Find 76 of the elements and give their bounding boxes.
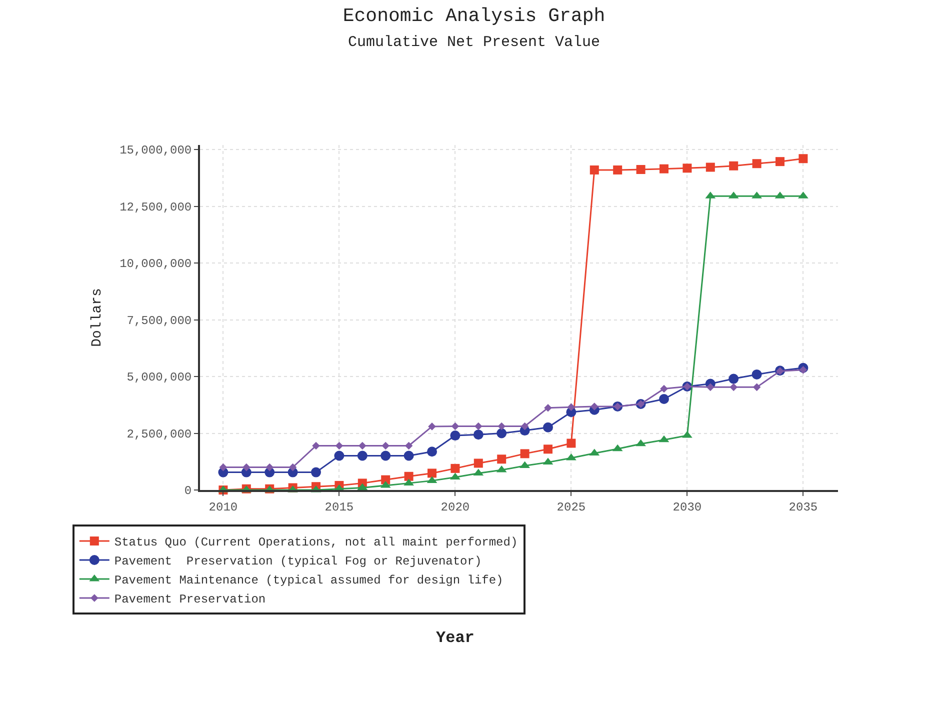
y-tick-label: 10,000,000 — [120, 257, 192, 272]
y-tick-label: 15,000,000 — [120, 144, 192, 158]
point — [450, 472, 460, 480]
point — [335, 442, 344, 450]
point — [799, 366, 808, 374]
point — [520, 422, 529, 430]
point — [520, 449, 530, 458]
x-tick-label: 2010 — [208, 500, 238, 514]
point — [544, 404, 552, 412]
point — [266, 463, 274, 472]
point — [659, 394, 669, 404]
point — [636, 165, 646, 174]
x-tick-label: 2030 — [672, 500, 702, 514]
point — [498, 422, 506, 430]
x-tick-label: 2020 — [440, 500, 470, 514]
x-tick-label: 2025 — [556, 500, 586, 514]
point — [450, 464, 460, 473]
x-tick-label: 2035 — [788, 500, 818, 514]
point — [404, 450, 414, 461]
point — [288, 463, 297, 472]
point — [706, 162, 715, 172]
legend-label: Pavement Maintenance (typical assumed for design life) — [114, 574, 504, 588]
point — [473, 430, 484, 440]
legend-label: Pavement Preservation (typical Fog or Rejuvenator) — [114, 554, 482, 569]
legend-label: Pavement Preservation — [114, 592, 266, 607]
point — [730, 383, 738, 392]
point — [382, 442, 390, 450]
point — [543, 422, 553, 432]
x-tick-label: 2015 — [324, 500, 354, 514]
y-tick-label: 2,500,000 — [126, 427, 192, 442]
point — [380, 450, 391, 461]
point — [729, 161, 738, 170]
point — [776, 157, 784, 166]
point — [752, 383, 761, 392]
chart-subtitle: Cumulative Net Present Value — [348, 34, 600, 51]
point — [660, 384, 668, 393]
point — [567, 403, 576, 412]
point — [312, 442, 320, 450]
point — [752, 369, 762, 380]
point — [427, 446, 437, 457]
point — [590, 165, 599, 174]
y-tick-label: 12,500,000 — [120, 200, 192, 214]
y-tick-label: 7,500,000 — [126, 314, 192, 328]
point — [450, 430, 460, 441]
point — [798, 154, 808, 164]
point — [544, 444, 552, 454]
point — [682, 164, 692, 173]
y-tick-label: 5,000,000 — [126, 370, 192, 385]
chart-title: Economic Analysis Graph — [342, 5, 606, 28]
point — [660, 164, 668, 174]
point — [334, 450, 344, 461]
point — [590, 402, 598, 410]
point — [613, 165, 622, 174]
point — [428, 468, 436, 478]
text: Year — [436, 629, 474, 647]
y-tick-label: 0 — [184, 484, 192, 498]
point — [752, 159, 762, 168]
point — [242, 463, 250, 472]
point — [404, 442, 413, 450]
point — [404, 472, 414, 481]
point — [474, 458, 483, 468]
point — [428, 422, 436, 430]
point — [636, 439, 646, 446]
point — [728, 374, 739, 384]
y-axis-title: Dollars — [90, 288, 106, 347]
point — [358, 442, 366, 450]
point — [474, 422, 482, 430]
legend-label: Status Quo (Current Operations, not all maint performed) — [114, 536, 518, 550]
point — [566, 438, 576, 448]
point — [497, 454, 506, 464]
point — [311, 467, 321, 478]
point — [451, 422, 460, 430]
point — [357, 450, 368, 461]
point — [219, 463, 228, 472]
point — [496, 428, 507, 438]
point — [706, 383, 714, 392]
